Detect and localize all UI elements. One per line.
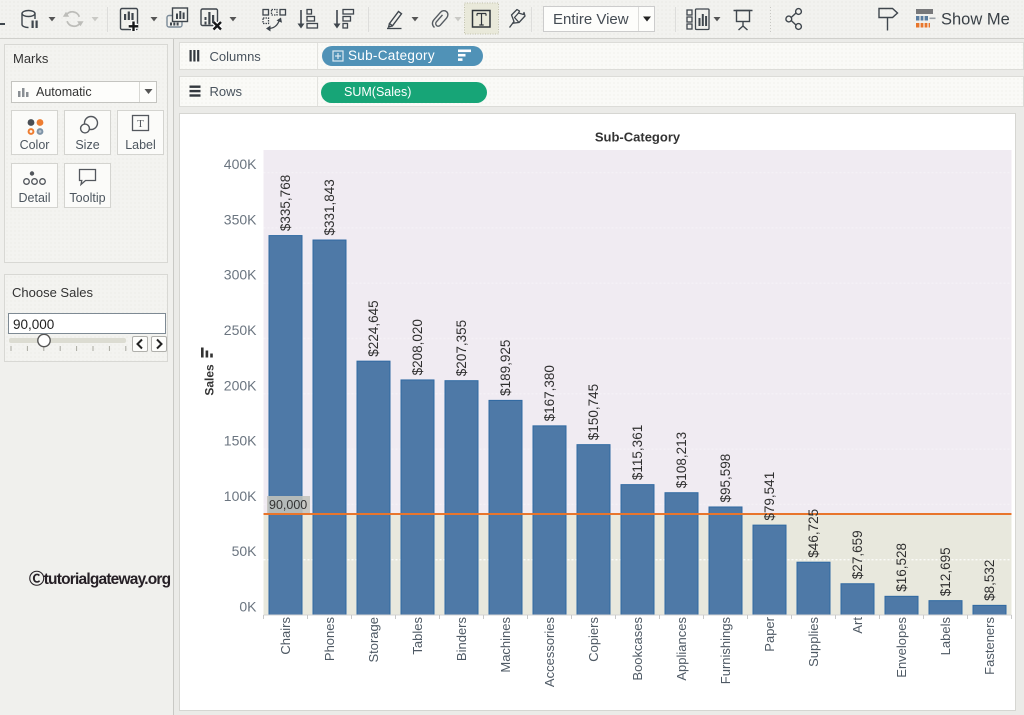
svg-text:Labels: Labels — [938, 617, 953, 656]
svg-text:$95,598: $95,598 — [718, 454, 733, 503]
svg-text:400K: 400K — [224, 156, 257, 172]
svg-text:Storage: Storage — [366, 617, 381, 663]
svg-text:$46,725: $46,725 — [806, 509, 821, 558]
svg-text:Paper: Paper — [762, 616, 777, 651]
svg-text:$115,361: $115,361 — [630, 425, 645, 480]
svg-text:Sub-Category: Sub-Category — [595, 130, 681, 145]
svg-text:Envelopes: Envelopes — [894, 617, 909, 678]
svg-text:Sales: Sales — [203, 364, 217, 396]
svg-text:150K: 150K — [224, 433, 257, 449]
svg-text:Binders: Binders — [454, 617, 469, 662]
svg-text:Copiers: Copiers — [586, 617, 601, 662]
svg-text:300K: 300K — [224, 267, 257, 283]
svg-text:$207,355: $207,355 — [454, 320, 469, 376]
svg-text:50K: 50K — [232, 543, 258, 559]
svg-text:100K: 100K — [224, 488, 257, 504]
svg-text:$335,768: $335,768 — [278, 175, 293, 231]
svg-text:$16,528: $16,528 — [894, 543, 909, 592]
svg-text:Show Me: Show Me — [941, 11, 1010, 29]
svg-text:$224,645: $224,645 — [366, 300, 381, 356]
svg-text:Bookcases: Bookcases — [630, 617, 645, 681]
svg-text:200K: 200K — [224, 377, 257, 393]
svg-text:T: T — [137, 118, 144, 130]
svg-text:$331,843: $331,843 — [322, 179, 337, 235]
svg-text:Fasteners: Fasteners — [982, 617, 997, 675]
svg-text:$108,213: $108,213 — [674, 432, 689, 488]
svg-text:Chairs: Chairs — [278, 617, 293, 655]
svg-text:Accessories: Accessories — [542, 617, 557, 688]
svg-text:Appliances: Appliances — [674, 617, 689, 681]
svg-text:Supplies: Supplies — [806, 617, 821, 667]
svg-text:Furnishings: Furnishings — [718, 617, 733, 685]
svg-text:0K: 0K — [239, 599, 257, 615]
svg-text:250K: 250K — [224, 322, 257, 338]
svg-text:$27,659: $27,659 — [850, 530, 865, 579]
svg-text:$150,745: $150,745 — [586, 384, 601, 440]
svg-text:Art: Art — [850, 617, 865, 634]
svg-text:$8,532: $8,532 — [982, 560, 997, 601]
svg-text:Phones: Phones — [322, 617, 337, 662]
svg-text:Machines: Machines — [498, 617, 513, 673]
svg-text:90,000: 90,000 — [269, 498, 307, 512]
svg-text:350K: 350K — [224, 211, 257, 227]
svg-text:Tables: Tables — [410, 617, 425, 655]
svg-text:$189,925: $189,925 — [498, 340, 513, 396]
svg-text:$12,695: $12,695 — [938, 547, 953, 596]
svg-text:$208,020: $208,020 — [410, 319, 425, 375]
svg-text:Entire View: Entire View — [553, 11, 629, 28]
svg-text:$79,541: $79,541 — [762, 472, 777, 521]
svg-text:$167,380: $167,380 — [542, 365, 557, 421]
